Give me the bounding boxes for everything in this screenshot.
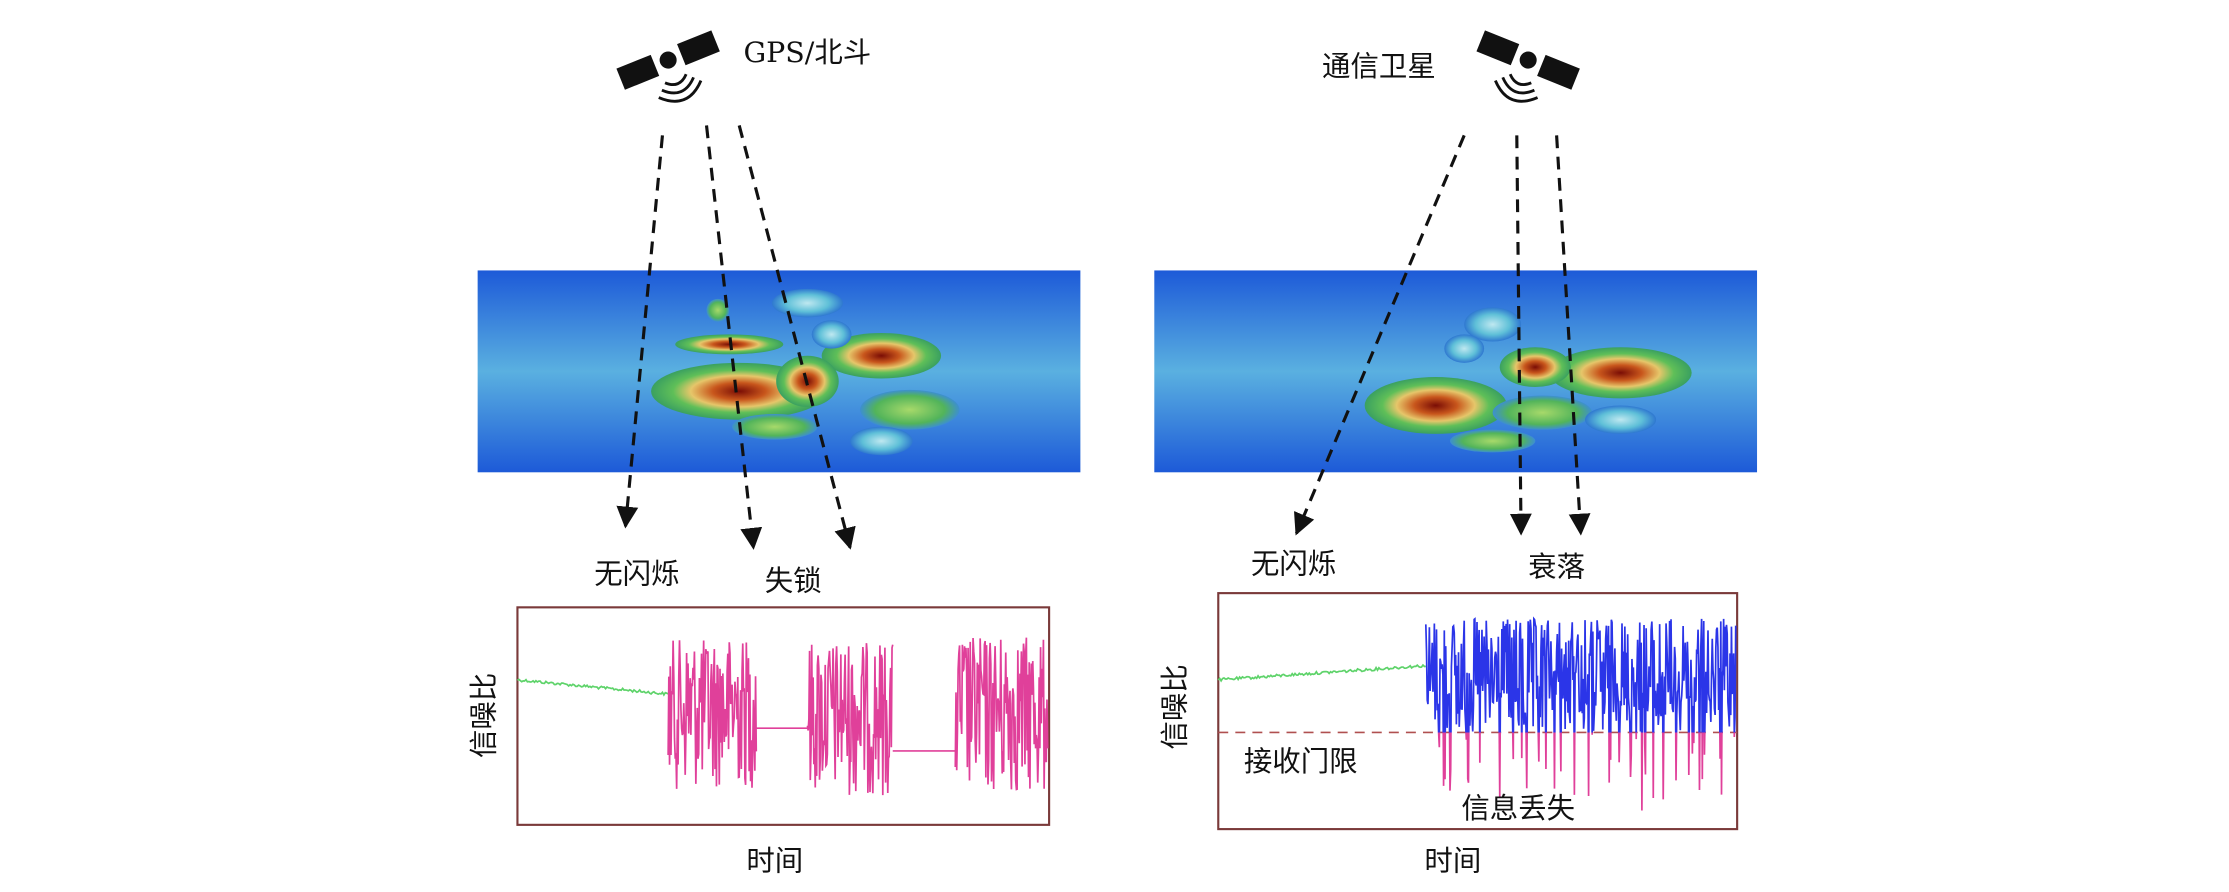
satellite-label: GPS/北斗	[743, 36, 871, 69]
signal-trace	[806, 643, 894, 796]
signal-path	[616, 125, 1591, 550]
satellite-icon	[1476, 30, 1580, 103]
signal-trace	[954, 637, 1049, 791]
ionosphere-band	[477, 270, 1081, 473]
x-axis-label: 时间	[746, 845, 803, 878]
traces	[517, 616, 1737, 811]
scintillation-label: 无闪烁	[594, 558, 679, 591]
signal-trace	[667, 640, 758, 789]
scintillation-label: 衰落	[1528, 550, 1585, 583]
ionosphere-band	[1154, 270, 1758, 473]
loss-label: 信息丢失	[1461, 792, 1575, 825]
satellite-label: 通信卫星	[1322, 50, 1436, 83]
scintillation-label: 失锁	[765, 565, 822, 598]
x-axis-label: 时间	[1424, 845, 1481, 878]
signal-trace	[1217, 663, 1426, 683]
threshold-label: 接收门限	[1244, 745, 1358, 778]
signal-trace	[1424, 616, 1737, 733]
y-axis-label: 信噪比	[1159, 664, 1192, 749]
scintillation-label: 无闪烁	[1251, 548, 1336, 581]
signal-trace	[517, 678, 669, 697]
y-axis-label: 信噪比	[468, 673, 501, 758]
satellite-icon	[616, 30, 720, 103]
